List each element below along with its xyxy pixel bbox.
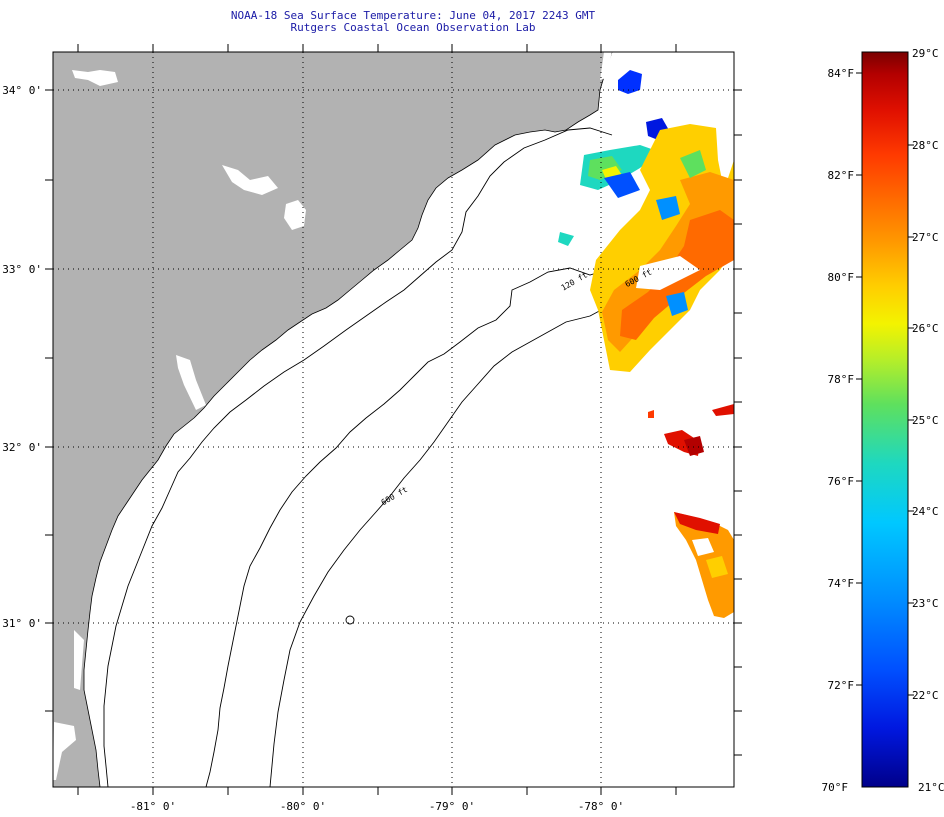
sst-mixed-patch <box>604 172 640 198</box>
inland-lake <box>53 722 76 780</box>
colorbar-c-label: 28°C <box>912 139 939 152</box>
lon-label: -79° 0' <box>429 800 475 813</box>
sst-warm-fleck <box>706 556 728 578</box>
sst-hot-patch <box>684 436 704 456</box>
inland-lake <box>72 70 118 86</box>
colorbar-f-label: 80°F <box>828 271 855 284</box>
seamount-contour <box>345 615 355 625</box>
lon-label: -81° 0' <box>130 800 176 813</box>
colorbar-f-label: 84°F <box>828 67 855 80</box>
colorbar-ticks <box>856 72 914 696</box>
sst-hot-patch <box>648 410 654 418</box>
sst-data-overlay <box>558 70 734 618</box>
colorbar-gradient <box>862 52 908 787</box>
land-mass <box>53 52 613 787</box>
sst-no-data-gap <box>692 538 714 556</box>
isobath-line-shallow <box>103 127 613 787</box>
sst-hot-patch <box>712 404 734 416</box>
colorbar-f-label: 78°F <box>828 373 855 386</box>
sst-cold-patch <box>618 70 642 94</box>
sst-hot-strip <box>674 512 720 534</box>
colorbar-c-label: 24°C <box>912 505 939 518</box>
inland-lake <box>600 52 612 80</box>
colorbar-f-label: 72°F <box>828 679 855 692</box>
inland-lake <box>284 200 306 230</box>
sst-cool-fleck <box>558 232 574 246</box>
colorbar-c-label: 29°C <box>912 47 939 60</box>
colorbar-f-label: 70°F <box>822 781 849 794</box>
map-frame <box>52 51 735 788</box>
sst-cool-fleck <box>656 196 680 220</box>
lat-label: 33° 0' <box>2 263 42 276</box>
sst-mixed-patch <box>588 156 622 180</box>
colorbar-c-label: 21°C <box>918 781 944 794</box>
colorbar-c-label: 26°C <box>912 322 939 335</box>
map-subtitle: Rutgers Coastal Ocean Observation Lab <box>290 21 536 34</box>
graticule <box>53 52 734 787</box>
lat-label: 34° 0' <box>2 84 42 97</box>
sst-no-data-gap <box>636 256 700 290</box>
lat-label: 31° 0' <box>2 617 42 630</box>
colorbar-c-label: 27°C <box>912 231 939 244</box>
colorbar-f-label: 76°F <box>828 475 855 488</box>
lat-label: 32° 0' <box>2 441 42 454</box>
colorbar-c-label: 22°C <box>912 689 939 702</box>
colorbar-f-label: 82°F <box>828 169 855 182</box>
inland-lake <box>222 165 278 195</box>
map-ticks <box>45 44 742 795</box>
isobath-line-120ft <box>205 224 733 787</box>
colorbar-c-label: 25°C <box>912 414 939 427</box>
inland-lake <box>176 355 206 410</box>
sst-cool-fleck <box>666 292 688 316</box>
colorbar-c-label: 23°C <box>912 597 939 610</box>
lon-label: -80° 0' <box>280 800 326 813</box>
map-title: NOAA-18 Sea Surface Temperature: June 04… <box>230 9 596 22</box>
sst-warm-strip <box>674 512 734 618</box>
sst-cool-fleck <box>680 150 706 178</box>
colorbar-f-label: 74°F <box>828 577 855 590</box>
inland-lake <box>74 630 84 690</box>
lon-label: -78° 0' <box>578 800 624 813</box>
